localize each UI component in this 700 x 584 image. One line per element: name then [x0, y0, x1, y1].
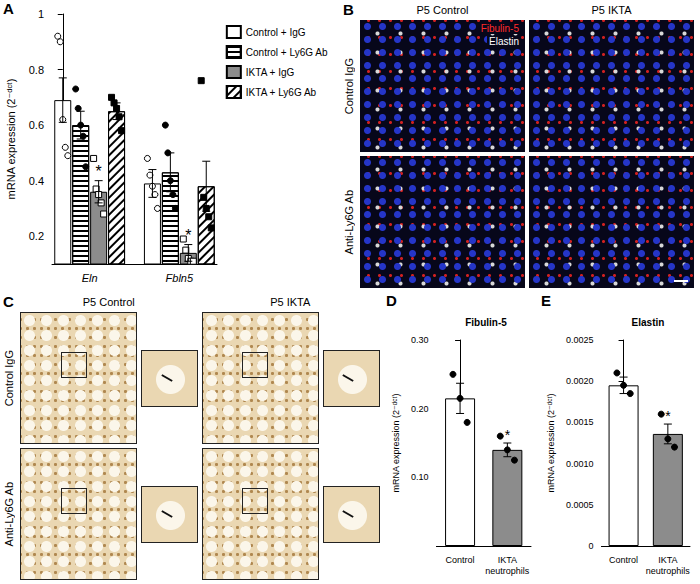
svg-text:0.0005: 0.0005 [566, 500, 594, 510]
svg-text:Control: Control [446, 555, 475, 565]
html-text:Anti-Ly6G Ab: Anti-Ly6G Ab [343, 189, 355, 255]
svg-text:mRNA expression (2⁻ᵈᶜᵗ): mRNA expression (2⁻ᵈᶜᵗ) [391, 394, 401, 493]
svg-text:Control + IgG: Control + IgG [246, 27, 306, 38]
svg-text:Control + Ly6G Ab: Control + Ly6G Ab [246, 47, 328, 58]
svg-text:mRNA expression (2⁻ᵈᶜᵗ): mRNA expression (2⁻ᵈᶜᵗ) [546, 394, 556, 493]
svg-text:IKTA + Ly6G Ab: IKTA + Ly6G Ab [246, 87, 317, 98]
svg-text:0.10: 0.10 [411, 472, 429, 482]
html-text:Anti-Ly6G Ab: Anti-Ly6G Ab [3, 481, 15, 547]
svg-text:IKTA: IKTA [658, 555, 677, 565]
svg-text:*: * [185, 227, 191, 244]
svg-text:Control: Control [609, 555, 638, 565]
svg-text:Elastin: Elastin [632, 317, 665, 328]
svg-text:0.30: 0.30 [411, 335, 429, 345]
html-text:P5 Control: P5 Control [82, 296, 135, 308]
html-text:Elastin: Elastin [489, 36, 519, 47]
html-text:P5 Control: P5 Control [416, 4, 469, 16]
svg-text:D: D [386, 292, 397, 309]
svg-text:1: 1 [38, 8, 44, 20]
svg-text:neutrophils: neutrophils [646, 566, 691, 576]
svg-text:*: * [665, 408, 671, 424]
svg-text:0.4: 0.4 [29, 175, 44, 187]
svg-text:0.20: 0.20 [411, 404, 429, 414]
svg-text:Eln: Eln [82, 272, 98, 284]
svg-text:0.2: 0.2 [29, 230, 44, 242]
svg-text:IKTA: IKTA [498, 555, 517, 565]
html-text:B: B [343, 1, 354, 18]
svg-text:0.6: 0.6 [29, 119, 44, 131]
svg-text:*: * [505, 427, 511, 443]
svg-text:IKTA + IgG: IKTA + IgG [246, 67, 295, 78]
svg-text:Fibulin-5: Fibulin-5 [465, 317, 507, 328]
svg-text:0.0015: 0.0015 [566, 417, 594, 427]
svg-text:neutrophils: neutrophils [485, 566, 530, 576]
svg-text:E: E [541, 292, 551, 309]
html-text:C: C [3, 293, 14, 310]
svg-text:0: 0 [588, 541, 593, 551]
svg-text:0.0025: 0.0025 [566, 335, 594, 345]
svg-text:Fbln5: Fbln5 [166, 272, 194, 284]
html-text:Fibulin-5: Fibulin-5 [480, 23, 519, 34]
svg-text:0.0020: 0.0020 [566, 376, 594, 386]
svg-text:mRNA expression (2⁻ᵈᶜᵗ): mRNA expression (2⁻ᵈᶜᵗ) [5, 79, 17, 200]
svg-text:*: * [96, 163, 102, 180]
html-text:Control IgG: Control IgG [343, 57, 355, 115]
svg-text:A: A [3, 0, 14, 17]
html-text:Control IgG: Control IgG [3, 349, 15, 407]
html-text:P5 IKTA: P5 IKTA [270, 296, 311, 308]
svg-text:0.0010: 0.0010 [566, 459, 594, 469]
svg-text:0.8: 0.8 [29, 64, 44, 76]
html-text:P5 IKTA: P5 IKTA [591, 4, 632, 16]
